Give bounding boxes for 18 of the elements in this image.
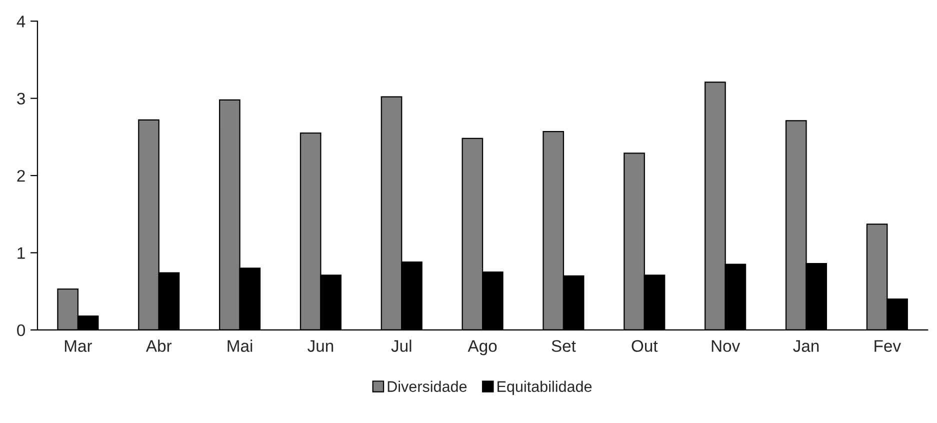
y-tick-label: 0 (17, 324, 26, 336)
y-tick-label: 1 (18, 247, 25, 259)
y-tick-label: 2 (17, 170, 25, 182)
x-tick-label: Mai (228, 340, 252, 352)
x-tick-label: Mar (64, 340, 92, 352)
x-tick-label: Jul (391, 340, 412, 352)
x-tick-label: Fev (874, 340, 902, 352)
x-tick-label: Abr (146, 340, 172, 352)
x-tick-label: Ago (468, 340, 497, 356)
y-tick-label: 4 (16, 16, 26, 28)
legend-label: Diversidade (388, 380, 467, 392)
x-tick-label: Jan (793, 340, 819, 352)
legend-label: Equitabilidade (498, 380, 592, 395)
x-tick-label: Jun (308, 340, 334, 352)
y-tick-label: 3 (17, 92, 25, 105)
x-tick-label: Out (632, 340, 658, 352)
x-tick-label: Set (552, 340, 576, 352)
x-tick-label: Nov (712, 340, 740, 352)
